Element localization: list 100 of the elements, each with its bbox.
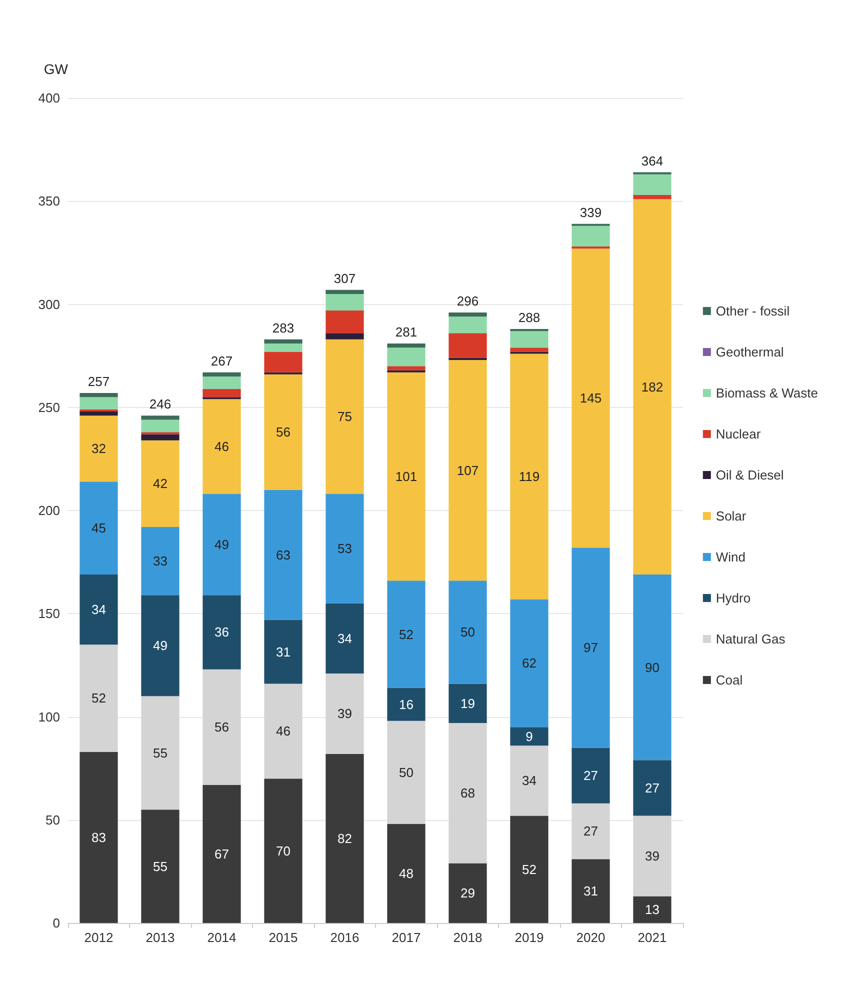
data-label: 27 [584, 768, 598, 784]
bar [141, 696, 180, 810]
data-label: 45 [92, 520, 106, 536]
data-label: 31 [276, 644, 290, 660]
bar [141, 434, 180, 440]
x-tick-label: 2019 [514, 930, 544, 945]
bar [387, 343, 426, 348]
data-label: 101 [395, 468, 418, 484]
bar [326, 290, 364, 294]
data-label: 16 [399, 696, 414, 712]
bar [387, 366, 426, 370]
total-label: 257 [88, 374, 110, 389]
bar [387, 348, 426, 366]
bar [510, 354, 548, 600]
data-label: 55 [153, 858, 168, 874]
x-tick-label: 2017 [392, 930, 421, 945]
data-label: 75 [338, 409, 352, 424]
data-label: 83 [92, 830, 106, 845]
data-label: 62 [522, 656, 536, 671]
data-label: 52 [399, 626, 414, 642]
data-label: 49 [214, 537, 229, 552]
bar [633, 174, 672, 195]
bar [510, 599, 548, 728]
bar [80, 412, 118, 416]
legend-label: Geothermal [716, 344, 784, 360]
bar [633, 896, 672, 923]
data-label: 29 [460, 886, 475, 901]
y-tick-label: 100 [38, 709, 60, 724]
bar [572, 226, 610, 246]
data-label: 145 [580, 390, 602, 406]
bar [202, 372, 241, 376]
bar [264, 778, 302, 923]
legend-label: Biomass & Waste [716, 386, 818, 400]
data-label: 67 [214, 846, 229, 862]
bar [448, 580, 487, 684]
total-label: 307 [334, 270, 356, 286]
bar [448, 333, 487, 358]
total-label: 288 [518, 310, 540, 325]
bar [510, 348, 548, 352]
data-label: 52 [92, 690, 106, 706]
data-label: 97 [584, 640, 598, 656]
total-label: 296 [456, 294, 479, 308]
bar [572, 859, 610, 923]
legend-label: Hydro [716, 590, 751, 606]
data-label: 27 [645, 780, 660, 796]
y-axis-title: GW [44, 61, 69, 77]
total-label: 267 [210, 353, 233, 368]
legend-label: Wind [716, 550, 746, 564]
data-label: 9 [526, 728, 533, 744]
data-label: 50 [460, 624, 475, 640]
bar [141, 416, 180, 420]
bar [202, 784, 241, 923]
total-label: 364 [641, 153, 664, 168]
data-label: 56 [214, 720, 229, 735]
y-tick-label: 400 [38, 90, 60, 106]
data-label: 63 [276, 547, 290, 562]
data-label: 52 [522, 862, 536, 877]
y-tick-label: 150 [38, 606, 60, 622]
bar [448, 360, 487, 581]
bar [448, 316, 487, 334]
bar [202, 399, 241, 494]
bar [326, 333, 364, 340]
data-label: 36 [214, 624, 229, 640]
bar [510, 727, 548, 746]
data-label: 119 [518, 468, 540, 484]
bar [141, 420, 180, 432]
bar [633, 194, 672, 200]
bar [326, 754, 364, 923]
bar [326, 339, 364, 494]
legend-label: Solar [716, 508, 747, 524]
data-label: 107 [456, 462, 479, 478]
bar [264, 352, 302, 372]
bar [264, 620, 302, 684]
data-label: 33 [153, 554, 168, 569]
bar [326, 494, 364, 604]
bar [572, 803, 610, 860]
y-tick-label: 0 [52, 916, 60, 930]
legend-label: Nuclear [716, 426, 762, 442]
bar [448, 863, 487, 923]
bar [80, 392, 118, 398]
bar [141, 527, 180, 596]
x-tick-label: 2015 [268, 930, 298, 945]
bar [633, 574, 672, 760]
total-label: 283 [272, 320, 294, 336]
bar [326, 673, 364, 754]
data-label: 49 [153, 638, 168, 654]
total-label: 339 [580, 204, 602, 220]
legend-label: Other - fossil [716, 304, 790, 318]
bar [510, 331, 548, 348]
bar [202, 669, 241, 785]
data-label: 31 [584, 884, 598, 899]
y-tick-label: 300 [38, 296, 60, 312]
y-tick-label: 200 [38, 503, 60, 518]
bar [326, 603, 364, 674]
bar [80, 482, 118, 574]
legend-label: Coal [716, 672, 743, 688]
x-tick-label: 2013 [146, 930, 175, 945]
bar [80, 644, 118, 752]
bar [80, 416, 118, 482]
bar [80, 752, 118, 923]
